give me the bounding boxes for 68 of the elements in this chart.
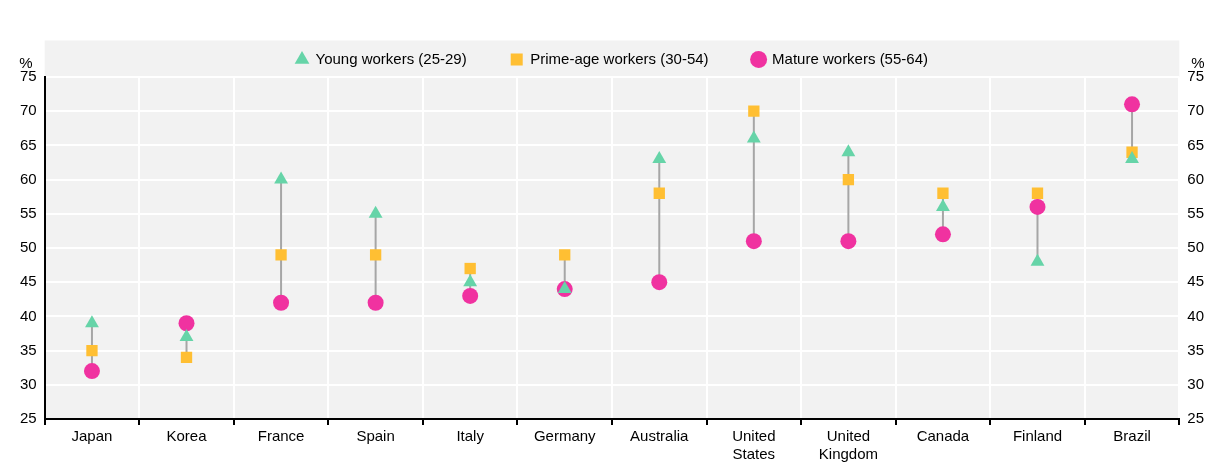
y2-tick-label: 25	[1187, 409, 1204, 427]
point	[85, 315, 99, 328]
y-tick-label: 45	[20, 272, 37, 290]
point	[1029, 198, 1046, 215]
point	[1030, 253, 1045, 266]
y-tick-label: 55	[20, 203, 37, 221]
point	[368, 205, 383, 218]
x-tick-label: United Kingdom	[818, 427, 878, 463]
y-tick-label: 35	[20, 340, 37, 358]
y2-tick-label: 30	[1187, 374, 1204, 392]
y-tick-label: 50	[20, 238, 37, 256]
point	[934, 226, 951, 243]
y2-tick-label: 65	[1187, 135, 1204, 153]
x-tick-label: United States	[732, 427, 776, 463]
point	[936, 198, 950, 211]
point	[745, 233, 762, 250]
y2-tick-label: 45	[1187, 272, 1204, 290]
y-tick-label: 70	[20, 101, 37, 119]
point	[840, 233, 857, 250]
x-tick-label: Canada	[916, 427, 970, 445]
point	[462, 287, 479, 304]
y2-tick-label: 35	[1187, 340, 1204, 358]
x-tick-label: Korea	[166, 427, 208, 445]
point	[1124, 96, 1141, 113]
point	[273, 294, 290, 311]
point	[559, 249, 571, 261]
legend-label: Mature workers (55-64)	[772, 49, 928, 67]
x-tick-label: Finland	[1012, 427, 1063, 445]
point	[1125, 151, 1139, 164]
y-tick-label: 25	[20, 409, 37, 427]
point	[651, 274, 668, 291]
point	[86, 344, 98, 357]
x-tick-label: Australia	[630, 427, 690, 445]
point	[653, 187, 665, 199]
x-tick-label: France	[257, 427, 305, 445]
point	[842, 173, 855, 186]
y-tick-label: 40	[20, 306, 37, 324]
point	[652, 151, 667, 164]
point	[463, 274, 478, 287]
y2-tick-label: 60	[1187, 169, 1204, 187]
point	[841, 144, 856, 157]
legend-label: Prime-age workers (30-54)	[530, 49, 709, 67]
x-tick-label: Brazil	[1113, 427, 1151, 445]
point	[937, 187, 949, 199]
y2-tick-label: 70	[1187, 101, 1204, 119]
x-tick-label: Germany	[533, 427, 597, 445]
y2-tick-label: 50	[1187, 238, 1204, 256]
point	[275, 249, 287, 261]
point	[180, 351, 193, 364]
point	[1031, 187, 1044, 199]
point	[367, 294, 384, 311]
point	[369, 249, 382, 261]
x-tick-label: Japan	[71, 427, 113, 445]
y-tick-label: 65	[20, 135, 37, 153]
point	[178, 315, 195, 332]
y-tick-label: 30	[20, 374, 37, 392]
point	[274, 171, 288, 184]
point	[83, 363, 100, 380]
point	[464, 262, 476, 275]
point	[748, 105, 760, 117]
legend-label: Young workers (25-29)	[315, 49, 467, 67]
x-tick-label: Spain	[356, 427, 395, 445]
y2-tick-label: 55	[1187, 203, 1204, 221]
y2-tick-label: 40	[1187, 306, 1204, 324]
point	[557, 281, 572, 294]
y-tick-label: 60	[20, 169, 37, 187]
x-tick-label: Italy	[456, 427, 485, 445]
point	[746, 130, 761, 143]
